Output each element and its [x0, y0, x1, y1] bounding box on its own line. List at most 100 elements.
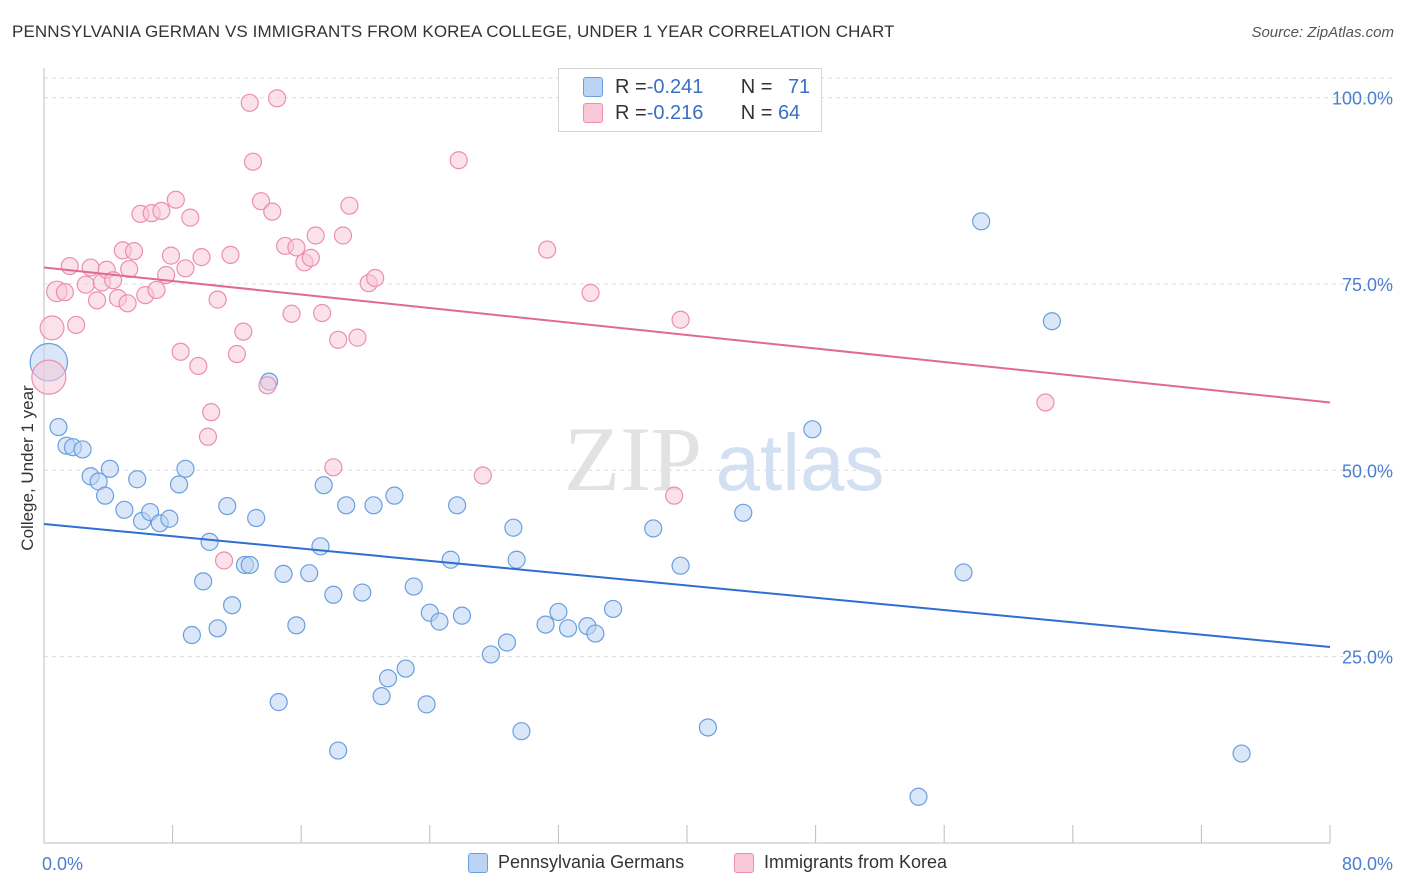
point-immigrants-from-korea [267, 89, 287, 108]
point-immigrants-from-korea [87, 291, 107, 310]
point-pennsylvania-germans [240, 555, 259, 575]
point-immigrants-from-korea [31, 359, 67, 395]
blue-swatch-icon [583, 77, 603, 97]
point-pennsylvania-germans [586, 624, 605, 643]
point-pennsylvania-germans [671, 556, 690, 575]
point-pennsylvania-germans [430, 612, 449, 631]
series-legend: Pennsylvania Germans Immigrants from Kor… [0, 852, 1406, 878]
point-pennsylvania-germans [115, 500, 134, 519]
trend-line-immigrants-from-korea [43, 266, 1331, 404]
point-pennsylvania-germans [128, 470, 147, 489]
point-immigrants-from-korea [60, 256, 79, 276]
tick-labels: 25.0% 50.0% 75.0% 100.0% 0.0% 80.0% [42, 89, 1393, 874]
point-immigrants-from-korea [340, 196, 359, 215]
point-pennsylvania-germans [481, 645, 500, 664]
point-immigrants-from-korea [198, 427, 218, 446]
point-pennsylvania-germans [176, 459, 195, 478]
point-immigrants-from-korea [258, 376, 277, 395]
point-pennsylvania-germans [247, 508, 266, 528]
watermark-atlas: atlas [716, 418, 885, 507]
point-immigrants-from-korea [243, 152, 263, 171]
chart-title: PENNSYLVANIA GERMAN VS IMMIGRANTS FROM K… [12, 22, 895, 41]
legend-item-pennsylvania-germans[interactable]: Pennsylvania Germans [468, 852, 684, 873]
legend-label: Immigrants from Korea [764, 852, 948, 872]
point-immigrants-from-korea [251, 192, 271, 211]
n-label: N = [740, 101, 778, 124]
stats-row-immigrants-from-korea: R = -0.216 N = 64 [583, 100, 800, 126]
legend-item-immigrants-from-korea[interactable]: Immigrants from Korea [734, 852, 947, 873]
point-immigrants-from-korea [301, 248, 320, 267]
point-pennsylvania-germans [200, 532, 219, 551]
x-tick-label-min: 0.0% [42, 854, 83, 874]
point-pennsylvania-germans [536, 615, 555, 634]
r-value: -0.216 [646, 101, 704, 124]
point-pennsylvania-germans [300, 564, 319, 583]
point-pennsylvania-germans [603, 599, 623, 619]
source-label: Source: ZipAtlas.com [1251, 24, 1394, 41]
point-pennsylvania-germans [95, 486, 115, 505]
point-pennsylvania-germans [100, 459, 120, 478]
point-immigrants-from-korea [181, 208, 200, 227]
point-pennsylvania-germans [954, 563, 973, 582]
point-immigrants-from-korea [329, 330, 348, 349]
point-pennsylvania-germans [324, 585, 343, 604]
point-immigrants-from-korea [208, 290, 227, 309]
r-label: R = [615, 101, 647, 124]
point-pennsylvania-germans [1042, 312, 1062, 331]
point-immigrants-from-korea [161, 246, 181, 265]
point-pennsylvania-germans [512, 722, 531, 741]
point-immigrants-from-korea [306, 226, 325, 245]
point-immigrants-from-korea [192, 248, 211, 267]
point-pennsylvania-germans [49, 417, 68, 437]
point-pennsylvania-germans [698, 718, 717, 737]
trend-line-pennsylvania-germans [43, 522, 1331, 648]
point-immigrants-from-korea [324, 458, 343, 477]
x-tick-label-max: 80.0% [1342, 854, 1393, 874]
n-value: 71 [787, 75, 811, 98]
point-pennsylvania-germans [314, 476, 333, 495]
point-pennsylvania-germans [194, 572, 213, 591]
stats-legend: R = -0.241 N = 71 R = -0.216 N = 64 [558, 68, 822, 132]
point-immigrants-from-korea [118, 294, 137, 313]
point-pennsylvania-germans [222, 596, 242, 615]
point-immigrants-from-korea [234, 322, 253, 341]
point-immigrants-from-korea [581, 283, 600, 302]
data-points [29, 89, 1251, 806]
blue-swatch-icon [468, 852, 488, 873]
point-immigrants-from-korea [312, 303, 332, 323]
point-immigrants-from-korea [287, 238, 306, 257]
point-pennsylvania-germans [549, 602, 568, 622]
point-pennsylvania-germans [734, 503, 753, 522]
point-immigrants-from-korea [202, 403, 221, 422]
point-immigrants-from-korea [221, 245, 240, 264]
stats-row-pennsylvania-germans: R = -0.241 N = 71 [583, 74, 810, 100]
point-pennsylvania-germans [353, 583, 372, 602]
point-immigrants-from-korea [333, 226, 353, 245]
point-pennsylvania-germans [417, 695, 436, 714]
point-pennsylvania-germans [448, 496, 467, 515]
point-immigrants-from-korea [473, 466, 492, 485]
point-immigrants-from-korea [449, 151, 468, 170]
point-pennsylvania-germans [909, 787, 928, 806]
pink-swatch-icon [583, 103, 603, 123]
pink-swatch-icon [734, 852, 754, 873]
point-pennsylvania-germans [73, 440, 92, 459]
point-pennsylvania-germans [218, 496, 237, 516]
point-pennsylvania-germans [396, 659, 415, 678]
trend-lines [43, 266, 1331, 648]
point-immigrants-from-korea [147, 280, 166, 300]
point-immigrants-from-korea [189, 356, 208, 376]
axes [43, 68, 1331, 844]
point-immigrants-from-korea [227, 344, 246, 364]
point-immigrants-from-korea [124, 242, 144, 261]
point-pennsylvania-germans [364, 496, 383, 515]
y-tick-label: 50.0% [1342, 461, 1393, 481]
point-immigrants-from-korea [166, 190, 185, 209]
point-immigrants-from-korea [67, 315, 86, 335]
legend-label: Pennsylvania Germans [498, 852, 685, 872]
point-immigrants-from-korea [120, 259, 139, 279]
point-immigrants-from-korea [171, 342, 190, 361]
point-pennsylvania-germans [558, 619, 578, 638]
point-pennsylvania-germans [504, 518, 523, 537]
